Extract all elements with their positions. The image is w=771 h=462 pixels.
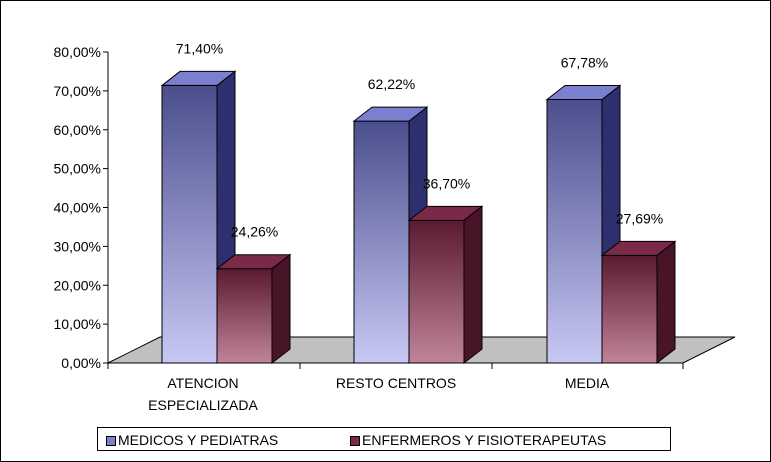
bar (601, 254, 658, 364)
bar-top (600, 240, 677, 256)
bar-top (545, 85, 622, 101)
y-tick-label: 70,00% (54, 83, 101, 99)
y-tick-label: 30,00% (54, 238, 101, 254)
y-tick-label: 20,00% (54, 277, 101, 293)
data-label: 27,69% (616, 210, 663, 226)
bar-side (656, 240, 676, 365)
data-label: 36,70% (423, 175, 470, 191)
bar (546, 99, 603, 364)
y-tick-label: 60,00% (54, 122, 101, 138)
bar (216, 268, 273, 364)
bar (161, 84, 218, 364)
legend-swatch-medicos (106, 436, 116, 446)
legend-swatch-enfermeros (350, 436, 360, 446)
bar (353, 120, 410, 364)
category-label: ATENCION (167, 375, 238, 391)
legend-label-medicos: MEDICOS Y PEDIATRAS (118, 432, 279, 448)
y-tick-label: 40,00% (54, 200, 101, 216)
legend-label-enfermeros: ENFERMEROS Y FISIOTERAPEUTAS (362, 432, 607, 448)
legend: MEDICOS Y PEDIATRAS ENFERMEROS Y FISIOTE… (97, 427, 671, 451)
data-label: 62,22% (368, 76, 415, 92)
data-label: 71,40% (176, 40, 223, 56)
bar-top (352, 106, 429, 122)
bar-top (407, 205, 484, 221)
category-label: MEDIA (565, 375, 610, 391)
y-tick-label: 50,00% (54, 161, 101, 177)
bar (408, 219, 465, 364)
bar-side (463, 205, 483, 365)
bar-top (160, 70, 237, 86)
y-tick-label: 0,00% (61, 355, 101, 371)
y-tick-label: 80,00% (54, 44, 101, 60)
category-label: RESTO CENTROS (336, 375, 456, 391)
category-label: ESPECIALIZADA (148, 397, 258, 413)
data-label: 24,26% (231, 224, 278, 240)
bar-top (215, 254, 292, 270)
data-label: 67,78% (561, 55, 608, 71)
bar-side (271, 253, 291, 365)
y-tick-label: 10,00% (54, 316, 101, 332)
